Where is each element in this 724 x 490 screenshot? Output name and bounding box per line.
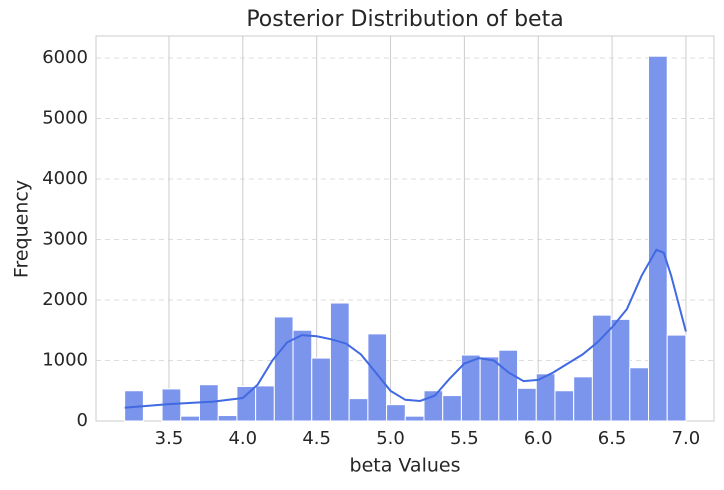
bar [311, 357, 331, 422]
x-tick-label: 4.0 [228, 428, 257, 449]
y-tick-label: 0 [77, 410, 88, 431]
bar [255, 385, 275, 422]
bar [180, 415, 200, 422]
x-tick-label: 6.0 [524, 428, 553, 449]
bar [517, 387, 537, 422]
bar [217, 415, 238, 422]
kde-line [124, 248, 687, 409]
bar [292, 329, 313, 422]
bar [479, 356, 500, 422]
bar [554, 390, 575, 422]
bar [386, 404, 406, 422]
x-tick-label: 3.5 [155, 428, 184, 449]
x-tick-label: 6.5 [598, 428, 627, 449]
y-tick-label: 1000 [42, 350, 88, 371]
y-tick-label: 6000 [42, 47, 88, 68]
y-tick-label: 3000 [42, 229, 88, 250]
x-tick-label: 7.0 [672, 428, 701, 449]
x-tick-label: 5.5 [450, 428, 479, 449]
x-axis-label: beta Values [350, 455, 461, 477]
bar [666, 334, 687, 422]
bar [442, 395, 462, 422]
bar [273, 316, 294, 422]
y-tick-label: 5000 [42, 108, 88, 129]
bar [329, 302, 350, 422]
y-tick-label: 4000 [42, 168, 88, 189]
bar [404, 415, 425, 422]
x-tick-label: 4.5 [302, 428, 331, 449]
y-axis-label: Frequency [11, 180, 33, 278]
bar [629, 367, 650, 422]
bar [535, 373, 556, 422]
bar [348, 398, 369, 422]
chart-title: Posterior Distribution of beta [246, 7, 563, 32]
bar [236, 386, 257, 422]
y-tick-label: 2000 [42, 289, 88, 310]
bar [367, 333, 388, 422]
x-tick-label: 5.0 [376, 428, 405, 449]
bar [648, 55, 668, 422]
bar [610, 318, 631, 422]
bar [498, 349, 519, 422]
bar [573, 376, 593, 422]
